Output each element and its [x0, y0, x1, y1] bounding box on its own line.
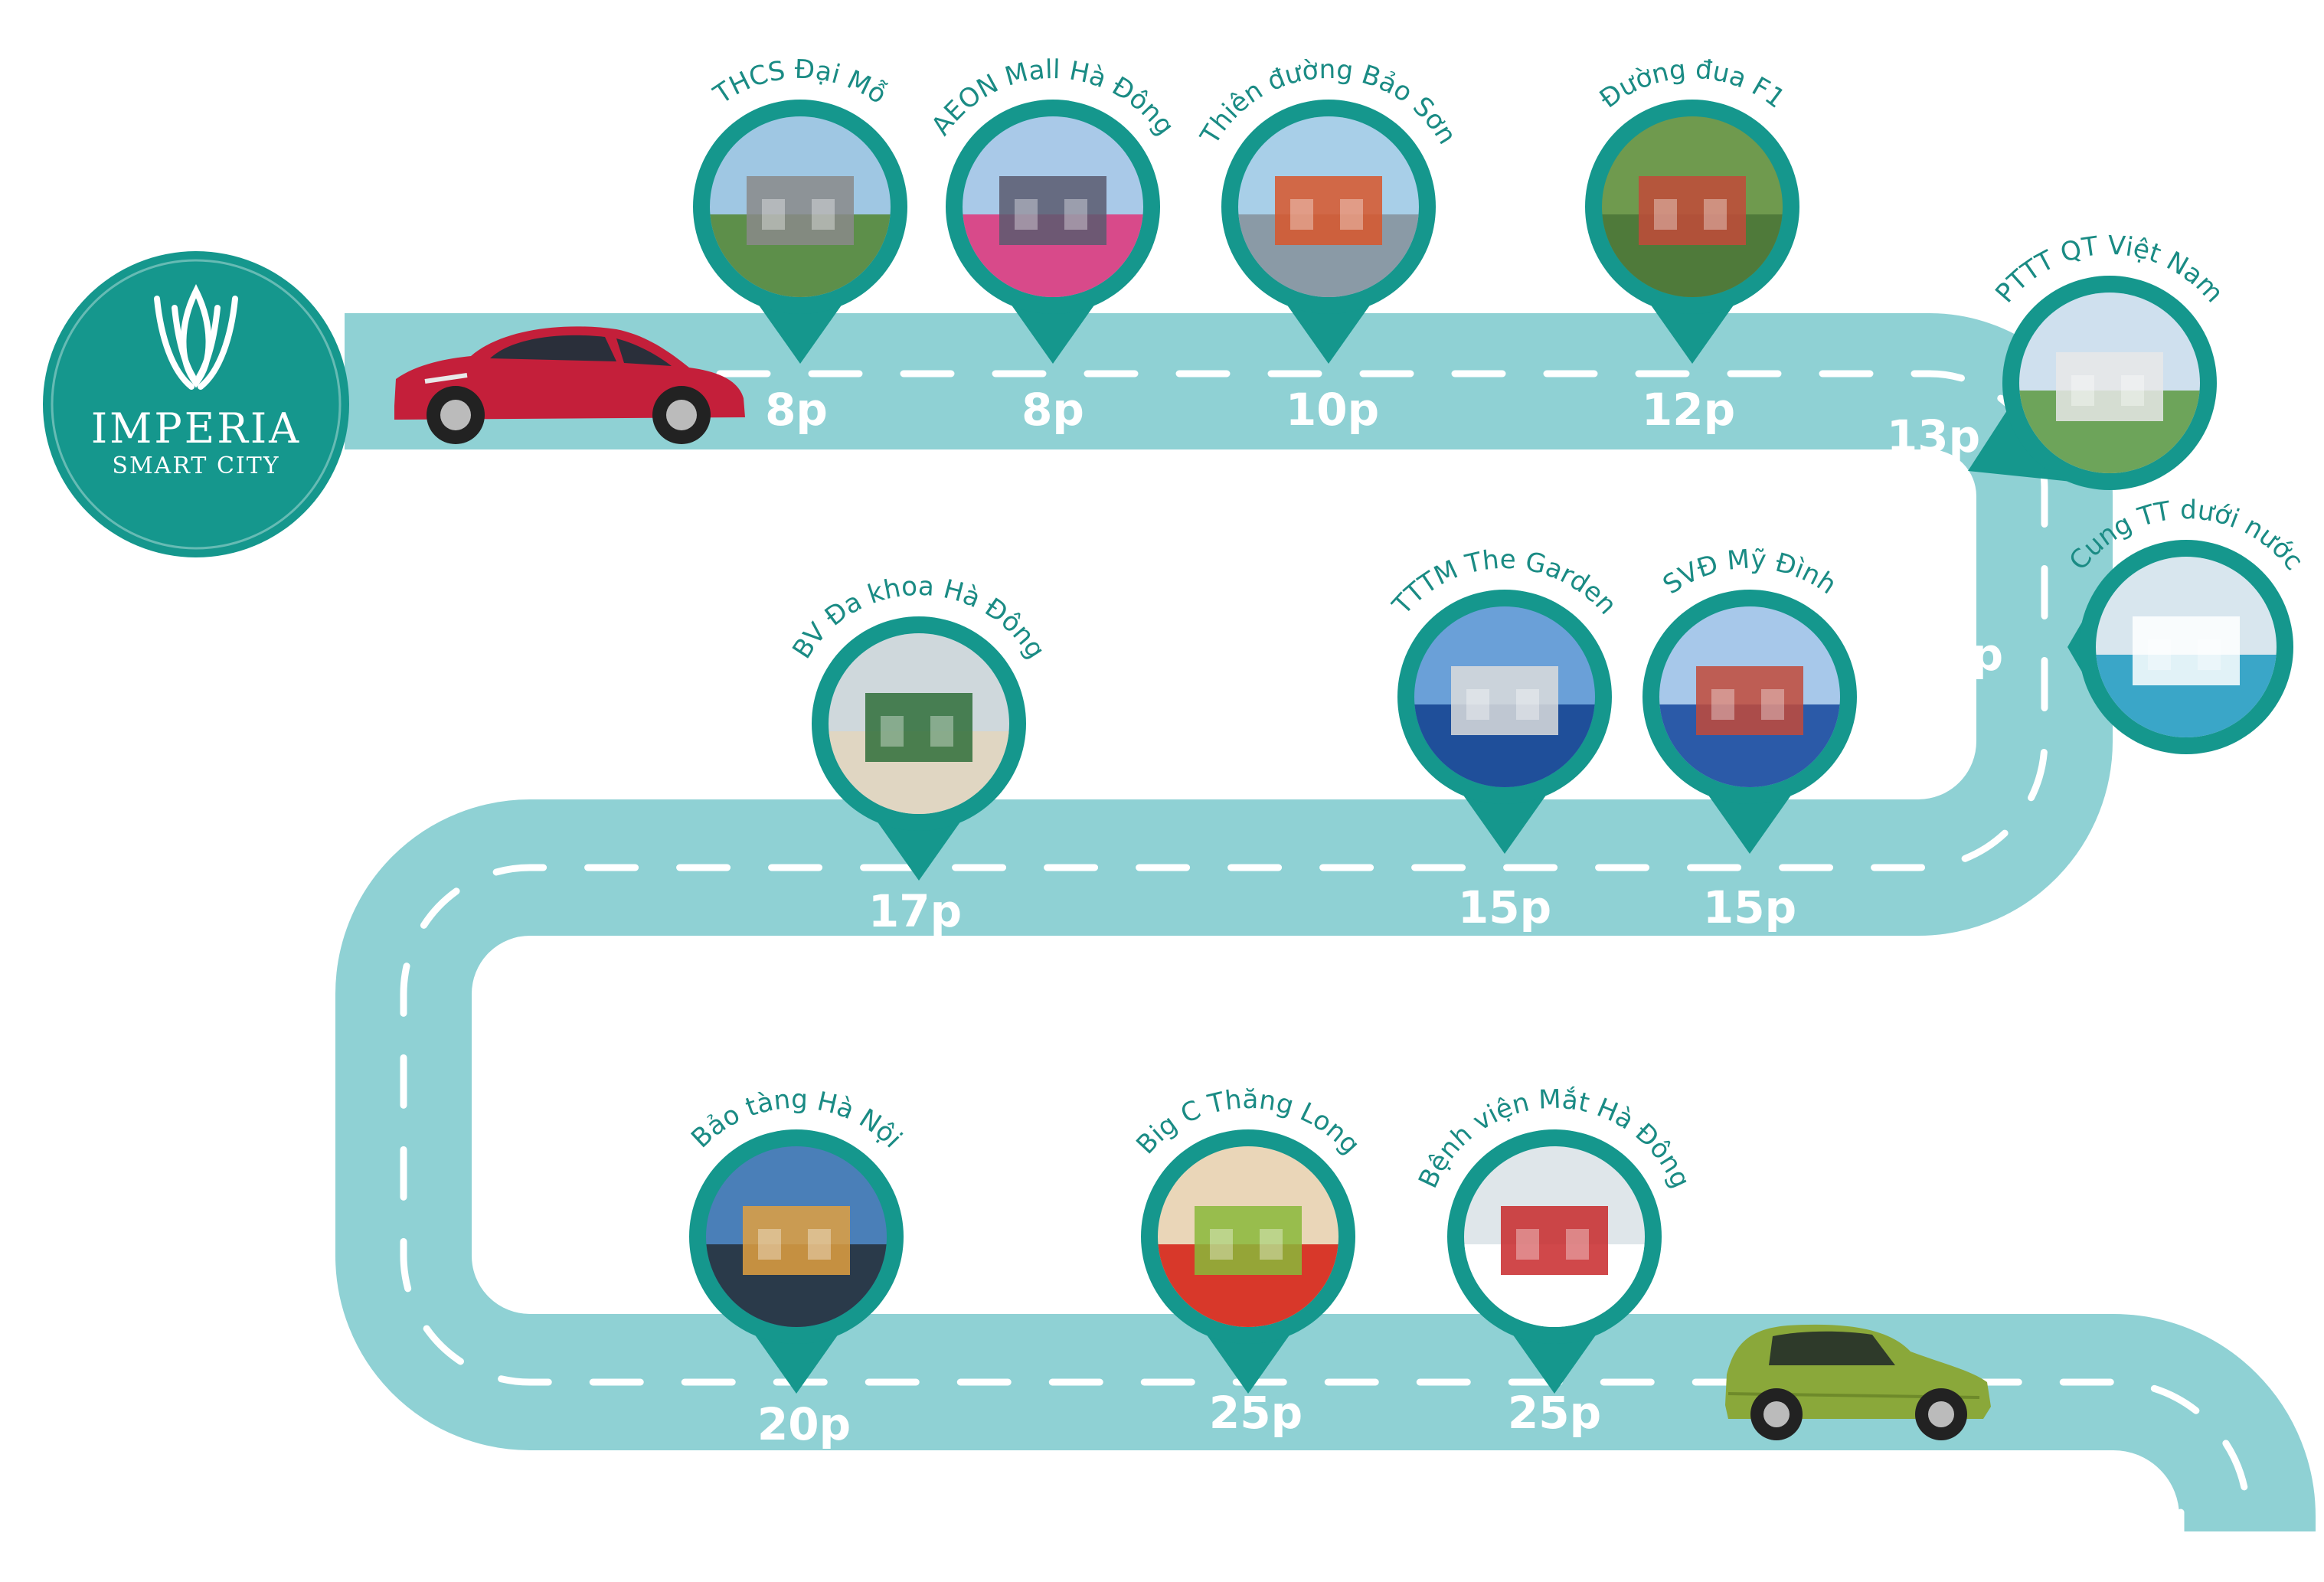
lotus-emblem-icon: [154, 284, 238, 390]
pin-pointer-icon: [1508, 1329, 1600, 1394]
red-car-icon: [394, 326, 745, 444]
pin-pointer-icon: [754, 299, 846, 364]
stadium-photo: [1659, 606, 1840, 787]
pin-pointer-icon: [1646, 299, 1738, 364]
race-track-photo: [1602, 116, 1783, 297]
location-marker[interactable]: Big C Thăng Long: [1130, 1084, 1366, 1394]
travel-time: 15p: [1458, 881, 1551, 933]
green-car-icon: [1725, 1324, 1991, 1440]
travel-time: 12p: [1642, 384, 1735, 436]
brand-name: IMPERIA: [91, 404, 301, 453]
pin-pointer-icon: [1283, 299, 1374, 364]
location-marker[interactable]: Bệnh viện Mắt Hà Đông: [1413, 1084, 1696, 1394]
travel-time: 13p: [1887, 410, 1980, 463]
pin-pointer-icon: [750, 1329, 842, 1394]
location-marker[interactable]: Đường đua F1: [1585, 54, 1799, 364]
supermarket-photo: [1158, 1146, 1339, 1327]
travel-time: 25p: [1508, 1387, 1601, 1439]
location-marker[interactable]: Bảo tàng Hà Nội: [685, 1084, 908, 1394]
pin-pointer-icon: [1007, 299, 1099, 364]
brand-tagline: SMART CITY: [112, 453, 279, 479]
location-marker[interactable]: BV Đa khoa Hà Đông: [786, 571, 1051, 881]
location-marker[interactable]: SVĐ Mỹ Đình: [1642, 544, 1857, 854]
travel-time: 8p: [765, 384, 828, 436]
location-marker[interactable]: THCS Đại Mỗ: [693, 54, 907, 364]
pin-pointer-icon: [873, 816, 965, 881]
travel-time: 15p: [1910, 629, 2003, 681]
travel-time: 10p: [1286, 384, 1379, 436]
pin-pointer-icon: [1202, 1329, 1294, 1394]
road: [335, 313, 2316, 1535]
location-marker[interactable]: Thiên đường Bảo Sơn: [1195, 54, 1463, 364]
swimming-pool-photo: [2096, 557, 2277, 737]
travel-time: 15p: [1703, 881, 1796, 933]
imperia-logo: IMPERIA SMART CITY: [43, 251, 349, 557]
location-marker[interactable]: PTTT QT Việt Nam: [1968, 230, 2229, 490]
travel-time: 8p: [1021, 384, 1084, 436]
travel-time: 25p: [1209, 1387, 1303, 1439]
lane-dashes: [400, 370, 2251, 1520]
the-garden-mall-photo: [1414, 606, 1595, 787]
travel-time: 17p: [868, 885, 962, 937]
pin-pointer-icon: [1704, 789, 1796, 854]
pin-pointer-icon: [1459, 789, 1551, 854]
travel-time: 20p: [757, 1398, 851, 1450]
